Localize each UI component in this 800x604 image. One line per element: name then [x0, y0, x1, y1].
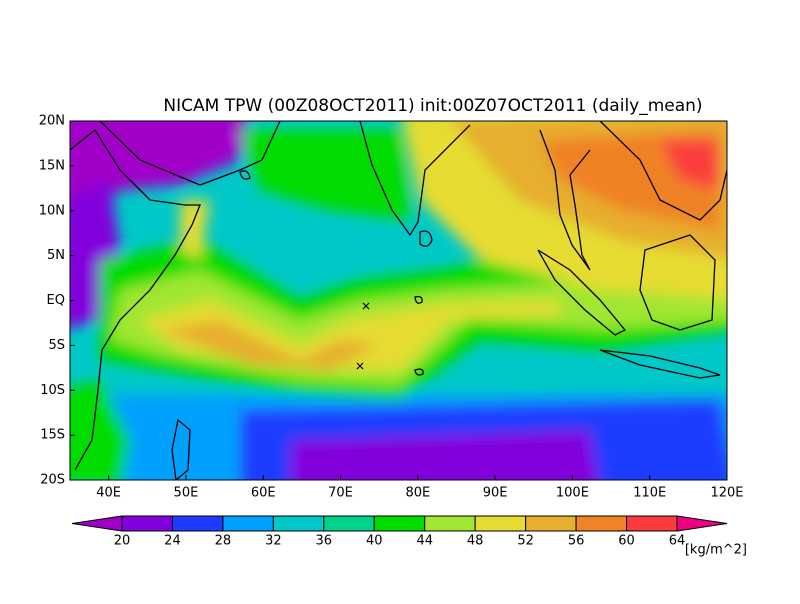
colorbar-box: [171, 515, 224, 532]
x-tick-label: 120E: [710, 486, 743, 501]
y-tick-label: 20N: [39, 114, 65, 129]
x-tick-label: 110E: [633, 486, 666, 501]
colorbar-label: 48: [467, 534, 484, 549]
colorbar-label: 20: [114, 534, 131, 549]
axes: 40E 50E 60E 70E 80E 90E 100E 110E 120E 20N 15N 10N 5…: [39, 114, 744, 501]
colorbar-unit: [kg/m^2]: [685, 543, 747, 558]
y-tick-label: 20S: [40, 473, 65, 488]
x-tick-label: 90E: [483, 486, 508, 501]
colorbar-box: [373, 515, 426, 532]
colorbar-label: 60: [618, 534, 635, 549]
y-tick-label: 10N: [39, 203, 65, 218]
colorbar: 20 24 28 32 36 40 44 48 52 56 60 64[kg/m^2]: [71, 515, 747, 558]
y-tick-label: 5N: [47, 248, 65, 263]
colorbar-label: 32: [265, 534, 282, 549]
y-tick-label: 10S: [40, 383, 65, 398]
colorbar-box: [121, 515, 173, 532]
colorbar-box: [525, 515, 577, 532]
y-tick-label: 5S: [48, 338, 65, 353]
x-tick-label: 50E: [174, 486, 199, 501]
colorbar-label: 44: [416, 534, 433, 549]
x-tick-label: 100E: [556, 486, 589, 501]
colorbar-under: [71, 515, 123, 532]
colorbar-label: 24: [164, 534, 181, 549]
colorbar-box: [575, 515, 628, 532]
colorbar-box: [272, 515, 325, 532]
colorbar-label: 36: [316, 534, 333, 549]
colorbar-over: [676, 515, 728, 532]
colorbar-box: [424, 515, 476, 532]
colorbar-label: 52: [517, 534, 534, 549]
x-tick-label: 70E: [328, 486, 353, 501]
y-tick-label: 15S: [40, 428, 65, 443]
colorbar-label: 40: [366, 534, 383, 549]
x-tick-label: 40E: [96, 486, 121, 501]
coastlines: [70, 121, 727, 480]
colorbar-label: 64: [669, 534, 686, 549]
colorbar-box: [626, 515, 678, 532]
title: NICAM TPW (00Z08OCT2011) init:00Z07OCT20…: [163, 96, 702, 116]
y-tick-label: EQ: [47, 293, 65, 308]
colorbar-label: 28: [215, 534, 232, 549]
y-tick-label: 15N: [39, 158, 65, 173]
tpw-field: [70, 121, 727, 480]
colorbar-box: [323, 515, 375, 532]
x-tick-label: 80E: [405, 486, 430, 501]
colorbar-label: 56: [568, 534, 585, 549]
markers: [356, 302, 370, 370]
colorbar-box: [474, 515, 527, 532]
colorbar-box: [222, 515, 274, 532]
x-tick-label: 60E: [251, 486, 276, 501]
